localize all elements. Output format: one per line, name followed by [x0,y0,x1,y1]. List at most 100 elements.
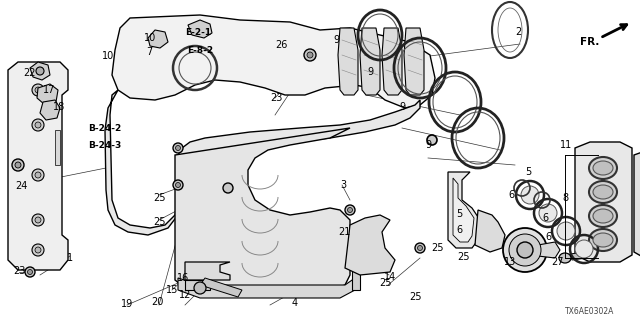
Ellipse shape [509,234,541,266]
Ellipse shape [15,162,21,168]
Bar [352,230,360,290]
Polygon shape [345,215,395,275]
Text: 25: 25 [380,278,392,288]
Ellipse shape [175,182,180,188]
Ellipse shape [32,244,44,256]
Text: 24: 24 [15,181,27,191]
Text: 5: 5 [456,209,462,219]
Ellipse shape [593,161,613,175]
Text: 10: 10 [102,51,114,61]
Polygon shape [40,100,60,120]
Text: 14: 14 [384,272,396,282]
Ellipse shape [575,240,593,258]
Text: 1: 1 [67,253,73,263]
Ellipse shape [32,169,44,181]
Ellipse shape [348,207,353,212]
Text: 3: 3 [340,180,346,190]
Text: 17: 17 [43,85,55,95]
Text: TX6AE0302A: TX6AE0302A [565,308,614,316]
Polygon shape [148,30,168,48]
Ellipse shape [307,52,313,58]
Ellipse shape [35,87,41,93]
Polygon shape [112,15,435,108]
Text: B-24-3: B-24-3 [88,140,122,149]
Text: 25: 25 [457,252,469,262]
Polygon shape [178,278,355,298]
Ellipse shape [539,204,557,222]
Text: 6: 6 [542,213,548,223]
Ellipse shape [32,214,44,226]
Ellipse shape [194,282,206,294]
Ellipse shape [593,233,613,247]
Text: 7: 7 [146,47,152,57]
Text: 19: 19 [121,299,133,309]
Ellipse shape [173,180,183,190]
Polygon shape [175,128,350,290]
Ellipse shape [593,209,613,223]
Text: 11: 11 [560,140,572,150]
Ellipse shape [427,135,437,145]
Ellipse shape [35,247,41,253]
Ellipse shape [557,222,575,240]
Ellipse shape [32,119,44,131]
Polygon shape [360,28,380,95]
Ellipse shape [35,122,41,128]
Text: E-8-2: E-8-2 [187,45,213,54]
Text: 12: 12 [179,290,191,300]
Ellipse shape [593,185,613,199]
Polygon shape [200,278,242,297]
Text: 26: 26 [275,40,287,50]
Polygon shape [382,28,402,95]
Ellipse shape [35,172,41,178]
Text: 6: 6 [456,225,462,235]
Polygon shape [634,150,640,260]
Polygon shape [575,142,632,262]
Ellipse shape [589,205,617,227]
Polygon shape [448,172,480,248]
Text: 6: 6 [508,190,514,200]
Ellipse shape [223,183,233,193]
Text: 10: 10 [144,33,156,43]
Text: FR.: FR. [580,37,600,47]
Ellipse shape [559,253,571,263]
Ellipse shape [589,157,617,179]
Text: 23: 23 [270,93,282,103]
Ellipse shape [12,159,24,171]
Text: 8: 8 [562,193,568,203]
Ellipse shape [173,143,183,153]
Polygon shape [105,90,420,235]
Text: 9: 9 [367,67,373,77]
Ellipse shape [25,267,35,277]
Text: 15: 15 [166,285,178,295]
Ellipse shape [517,242,533,258]
Text: B-24-2: B-24-2 [88,124,122,132]
Text: 2: 2 [515,27,521,37]
Ellipse shape [35,217,41,223]
Ellipse shape [521,186,539,204]
Ellipse shape [175,146,180,150]
Polygon shape [538,242,560,258]
Polygon shape [185,262,230,280]
Ellipse shape [417,245,422,251]
Text: 20: 20 [151,297,163,307]
Ellipse shape [589,181,617,203]
Text: 21: 21 [338,227,350,237]
Polygon shape [55,130,60,165]
Text: 4: 4 [292,298,298,308]
Ellipse shape [32,84,44,96]
Text: 5: 5 [525,167,531,177]
Text: 16: 16 [177,273,189,283]
Ellipse shape [28,269,33,275]
Polygon shape [570,252,587,260]
Polygon shape [475,210,505,252]
Ellipse shape [345,205,355,215]
Text: 9: 9 [399,102,405,112]
Text: 25: 25 [153,217,165,227]
Text: 9: 9 [425,140,431,150]
Polygon shape [37,84,58,104]
Polygon shape [453,178,474,242]
Text: 13: 13 [504,257,516,267]
Text: 25: 25 [153,193,165,203]
Text: 6: 6 [545,232,551,242]
Polygon shape [338,28,358,95]
